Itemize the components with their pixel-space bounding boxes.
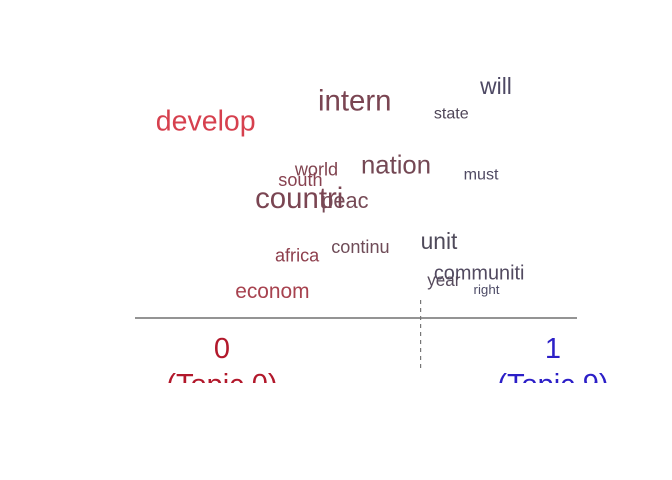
word-label-south: south	[278, 170, 322, 190]
clip-cover	[0, 383, 672, 480]
word-label-africa: africa	[275, 245, 320, 265]
word-label-econom: econom	[235, 280, 309, 303]
word-label-unit: unit	[421, 228, 458, 254]
word-label-must: must	[464, 166, 499, 184]
tick-label-1: 1	[545, 333, 561, 365]
word-label-communiti: communiti	[434, 263, 525, 285]
word-label-right: right	[474, 282, 500, 297]
word-labels: develop intern will state nation world must sou…	[156, 73, 525, 303]
word-label-world: world	[294, 160, 338, 180]
word-label-develop: develop	[156, 106, 256, 138]
word-label-intern: intern	[318, 84, 392, 117]
word-label-will: will	[479, 73, 512, 99]
word-label-nation: nation	[361, 152, 431, 180]
word-label-continu: continu	[331, 237, 389, 257]
word-label-countri: countri	[255, 182, 343, 215]
word-label-state: state	[434, 104, 469, 122]
word-label-year: year	[427, 271, 461, 290]
word-label-peac: peac	[321, 188, 368, 213]
tick-label-0: 0	[214, 333, 230, 365]
